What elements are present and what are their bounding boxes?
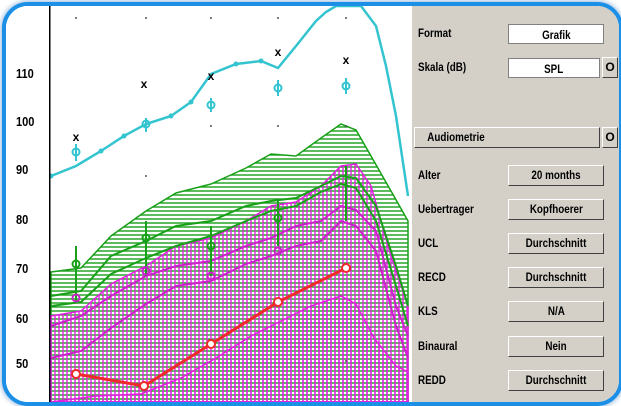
y-tick: 80 (16, 212, 29, 227)
audiogram-plot: x x x x x 110 100 90 80 70 60 50 (6, 6, 410, 402)
ucl-markers (48, 58, 264, 179)
recd-button[interactable]: Durchschnitt (508, 267, 604, 288)
x-marker: x (208, 69, 215, 83)
y-tick: 60 (16, 311, 29, 326)
uebertrager-label: Uebertrager (418, 202, 474, 216)
ucl-button[interactable]: Durchschnitt (508, 233, 604, 254)
magenta-line-lower (50, 219, 409, 359)
x-marker: x (275, 45, 282, 59)
red-marker (71, 369, 81, 379)
format-field[interactable]: Grafik (508, 24, 604, 44)
audiometrie-option-button[interactable]: O (602, 127, 618, 148)
redd-button[interactable]: Durchschnitt (508, 370, 604, 391)
red-marker (206, 339, 216, 349)
binaural-button[interactable]: Nein (508, 336, 604, 357)
alter-button[interactable]: 20 months (508, 165, 604, 186)
red-marker (139, 381, 149, 391)
y-tick: 70 (16, 261, 29, 276)
binaural-label: Binaural (418, 339, 458, 353)
x-marker: x (73, 130, 80, 144)
format-label: Format (418, 26, 452, 40)
red-marker (273, 297, 283, 307)
y-tick: 50 (16, 356, 29, 371)
green-line-upper (50, 174, 409, 307)
ucl-curve (50, 6, 410, 197)
recd-label: RECD (418, 270, 446, 284)
magenta-line-upper (50, 204, 409, 337)
redd-label: REDD (418, 373, 446, 387)
skala-option-button[interactable]: O (602, 57, 618, 78)
audiogram-graph: x x x x x (48, 6, 410, 402)
audiometrie-button[interactable]: Audiometrie (414, 127, 600, 148)
red-marker (341, 263, 351, 273)
alter-label: Alter (418, 168, 441, 182)
kls-button[interactable]: N/A (508, 301, 604, 322)
green-line-lower (50, 182, 409, 327)
uebertrager-button[interactable]: Kopfhoerer (508, 199, 604, 220)
y-tick: 90 (16, 162, 29, 177)
skala-label: Skala (dB) (418, 60, 467, 74)
skala-field[interactable]: SPL (508, 58, 600, 78)
x-marker: x (343, 53, 350, 67)
magenta-band-lower (50, 295, 409, 402)
x-marker: x (141, 77, 148, 91)
kls-label: KLS (418, 304, 438, 318)
y-axis: 110 100 90 80 70 60 50 (6, 6, 50, 402)
settings-panel: Format Grafik Skala (dB) SPL O Audiometr… (412, 6, 619, 402)
y-tick: 100 (16, 114, 35, 129)
y-tick: 110 (16, 66, 34, 81)
ucl-label: UCL (418, 236, 439, 250)
